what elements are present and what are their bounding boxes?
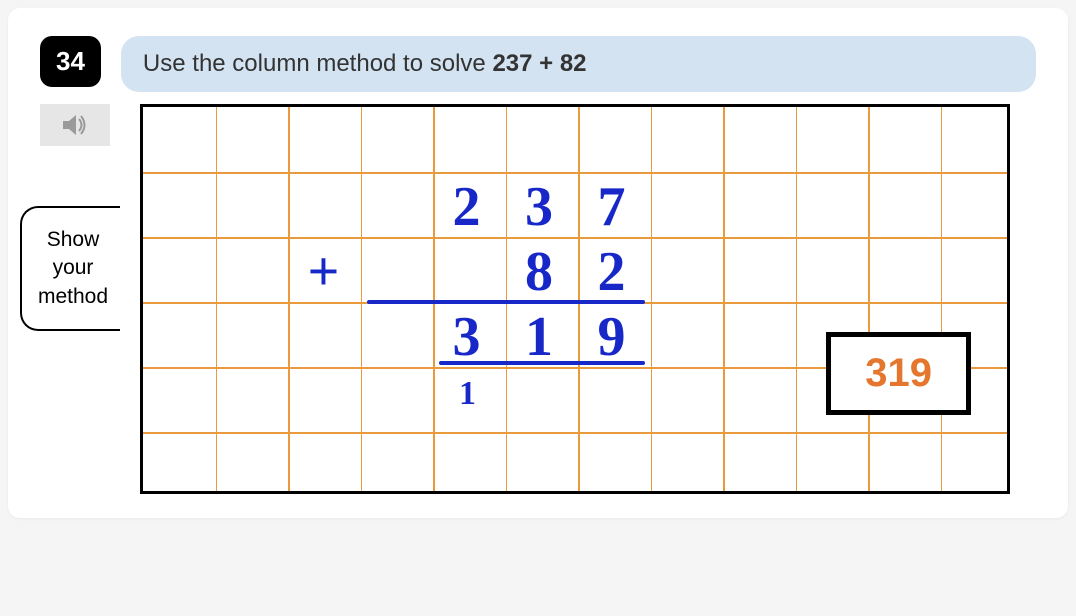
handwritten-digit: 7 <box>597 179 625 235</box>
handwritten-digit: 2 <box>452 179 480 235</box>
handwritten-digit: 3 <box>452 309 480 365</box>
handwritten-digit: 2 <box>597 244 625 300</box>
handwritten-digit: 8 <box>525 244 553 300</box>
handwritten-digit: 3 <box>525 179 553 235</box>
question-card: 34 Use the column method to solve 237 + … <box>8 8 1068 518</box>
grid-box[interactable]: 237+823191 319 <box>140 104 1010 494</box>
instruction-expression: 237 + 82 <box>492 50 586 77</box>
label-line: your <box>36 254 110 282</box>
work-area: 237+823191 319 <box>140 104 1036 494</box>
grid-lines <box>143 107 1007 491</box>
instruction-text: Use the column method to solve <box>143 50 493 77</box>
audio-button[interactable] <box>40 104 110 146</box>
handwritten-digit: 9 <box>597 309 625 365</box>
label-line: method <box>36 283 110 311</box>
question-number: 34 <box>40 36 101 87</box>
answer-box: 319 <box>826 332 971 415</box>
handwritten-digit: 1 <box>459 377 476 411</box>
method-label: Show your method <box>20 206 120 331</box>
body-row: Show your method 237+823191 319 <box>40 104 1036 494</box>
speaker-icon <box>61 113 89 137</box>
label-line: Show <box>36 226 110 254</box>
handwritten-digit: 1 <box>525 309 553 365</box>
handwritten-rule <box>439 361 645 365</box>
handwritten-rule <box>367 300 645 304</box>
header-row: 34 Use the column method to solve 237 + … <box>40 36 1036 92</box>
left-column: Show your method <box>40 104 120 494</box>
handwritten-digit: + <box>307 244 339 300</box>
instruction-bar: Use the column method to solve 237 + 82 <box>121 36 1036 92</box>
